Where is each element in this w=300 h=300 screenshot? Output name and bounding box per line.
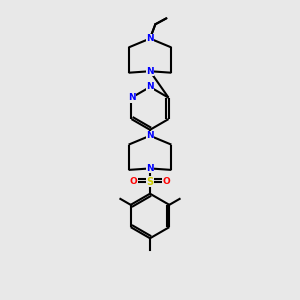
Text: N: N	[146, 131, 154, 140]
Text: N: N	[146, 34, 154, 43]
Text: N: N	[128, 93, 135, 102]
Text: O: O	[163, 177, 170, 186]
Text: O: O	[130, 177, 137, 186]
Text: N: N	[146, 164, 154, 173]
Text: S: S	[146, 177, 154, 187]
Text: N: N	[146, 82, 154, 91]
Text: N: N	[146, 67, 154, 76]
